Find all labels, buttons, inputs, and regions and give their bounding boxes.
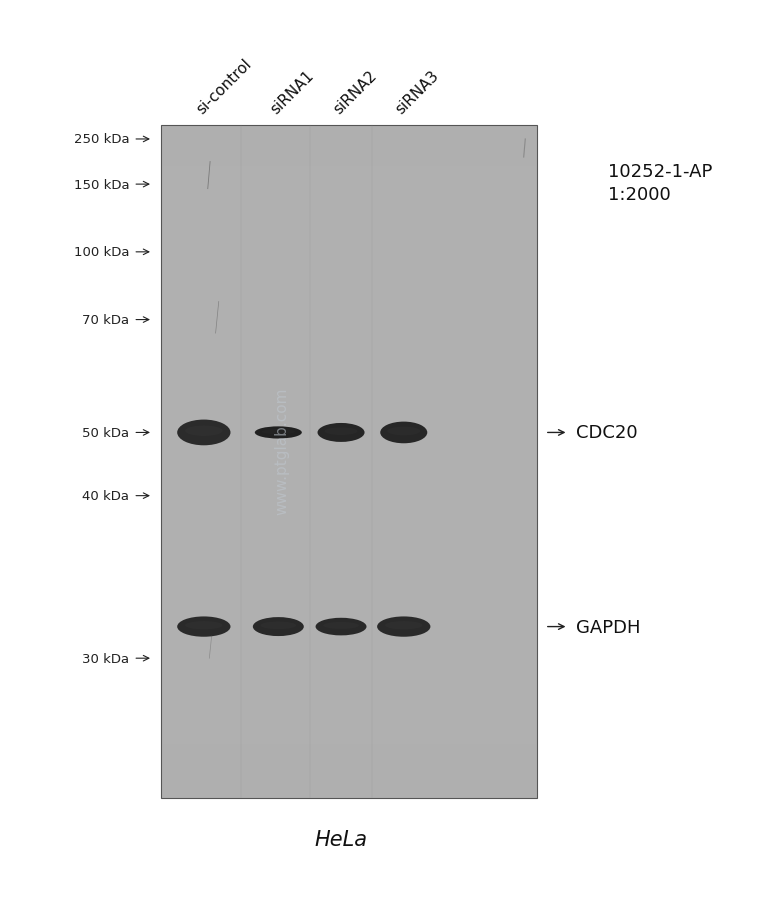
Bar [161, 153, 537, 167]
Bar [161, 664, 537, 677]
Ellipse shape [385, 621, 423, 630]
Ellipse shape [387, 428, 420, 436]
Bar [161, 207, 537, 220]
Ellipse shape [262, 429, 295, 435]
Bar [161, 650, 537, 664]
Bar [161, 422, 537, 436]
Ellipse shape [323, 622, 359, 630]
Text: www.ptglab.com: www.ptglab.com [274, 387, 290, 515]
Text: 100 kDa: 100 kDa [74, 246, 129, 259]
Bar [161, 758, 537, 771]
Bar [161, 610, 537, 623]
Text: 250 kDa: 250 kDa [74, 133, 129, 146]
Ellipse shape [185, 621, 223, 630]
Bar [161, 731, 537, 744]
Bar [161, 516, 537, 529]
Bar [161, 691, 537, 704]
Bar [161, 637, 537, 650]
Text: 150 kDa: 150 kDa [74, 179, 129, 191]
Bar [161, 354, 537, 368]
Text: siRNA2: siRNA2 [330, 69, 379, 117]
Ellipse shape [377, 617, 430, 637]
Bar [161, 704, 537, 718]
Bar [161, 274, 537, 288]
Ellipse shape [255, 427, 302, 439]
Bar [161, 261, 537, 274]
Ellipse shape [177, 617, 230, 637]
Bar [161, 475, 537, 489]
Bar [161, 718, 537, 731]
Ellipse shape [177, 420, 230, 446]
Bar [161, 543, 537, 557]
Bar [161, 489, 537, 502]
Ellipse shape [185, 426, 223, 437]
Ellipse shape [315, 618, 367, 636]
Text: 70 kDa: 70 kDa [82, 314, 129, 327]
Bar [161, 462, 537, 475]
Bar [161, 744, 537, 758]
Bar [161, 771, 537, 785]
Bar [161, 677, 537, 691]
Bar [161, 395, 537, 409]
Text: si-control: si-control [193, 57, 254, 117]
Text: 30 kDa: 30 kDa [82, 652, 129, 665]
Text: 10252-1-AP
1:2000: 10252-1-AP 1:2000 [608, 162, 712, 204]
Bar [161, 584, 537, 597]
Ellipse shape [318, 424, 365, 442]
Text: siRNA1: siRNA1 [267, 69, 317, 117]
Text: HeLa: HeLa [314, 829, 368, 849]
Text: GAPDH: GAPDH [576, 618, 641, 636]
Bar [161, 140, 537, 153]
Bar [161, 436, 537, 449]
Ellipse shape [325, 428, 358, 436]
Bar [161, 368, 537, 382]
Bar [161, 557, 537, 570]
Bar [161, 570, 537, 584]
FancyBboxPatch shape [161, 126, 537, 798]
Bar [161, 597, 537, 610]
Bar [161, 449, 537, 462]
Bar [161, 301, 537, 315]
Text: siRNA3: siRNA3 [393, 69, 442, 117]
Bar [161, 234, 537, 247]
Bar [161, 382, 537, 395]
Bar [161, 180, 537, 194]
Bar [161, 315, 537, 328]
Bar [161, 167, 537, 180]
Bar [161, 623, 537, 637]
Bar [161, 194, 537, 207]
Ellipse shape [252, 617, 304, 637]
Bar [161, 247, 537, 261]
Ellipse shape [260, 621, 296, 630]
Text: 50 kDa: 50 kDa [82, 427, 129, 439]
Bar [161, 288, 537, 301]
Bar [161, 785, 537, 798]
Bar [161, 126, 537, 140]
Bar [161, 327, 537, 341]
Bar [161, 529, 537, 543]
Bar [161, 409, 537, 422]
Bar [161, 220, 537, 234]
Bar [161, 341, 537, 354]
Bar [161, 502, 537, 516]
Text: CDC20: CDC20 [576, 424, 638, 442]
Text: 40 kDa: 40 kDa [82, 490, 129, 502]
Ellipse shape [380, 422, 427, 444]
